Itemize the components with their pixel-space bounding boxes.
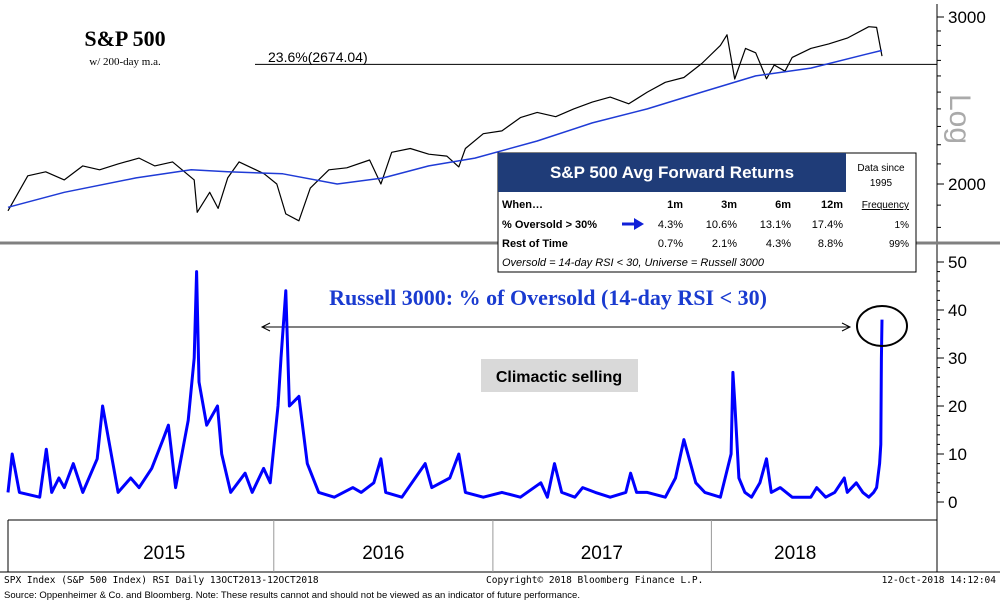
header-3m: 3m <box>721 199 737 211</box>
top-subtitle: w/ 200-day m.a. <box>89 56 161 68</box>
row-oversold-1m: 4.3% <box>658 219 683 231</box>
rsi-tick-label: 30 <box>948 349 967 368</box>
callout-box <box>481 359 638 392</box>
top-title: S&P 500 <box>84 26 165 51</box>
table-header-bg <box>498 153 846 192</box>
row-rest-1m: 0.7% <box>658 238 683 250</box>
header-when: When… <box>502 199 543 211</box>
returns-table: S&P 500 Avg Forward Returns Data since 1… <box>497 152 917 273</box>
row-rest-6m: 4.3% <box>766 238 791 250</box>
row-rest-frequency: 99% <box>889 239 909 250</box>
bottom-panel: 50 40 30 20 10 0 2015 2016 2017 2018 Russell 300… <box>6 253 967 572</box>
sp500-price-line <box>7 26 883 222</box>
rsi-tick-label: 0 <box>948 493 957 512</box>
header-12m: 12m <box>821 199 843 211</box>
log-axis-label: Log <box>943 94 976 144</box>
header-1m: 1m <box>667 199 683 211</box>
bloomberg-footer-left: SPX Index (S&P 500 Index) RSI Daily 13OC… <box>4 575 319 586</box>
spike-circle <box>856 305 908 347</box>
row-oversold-12m: 17.4% <box>812 219 843 231</box>
row-oversold-6m: 13.1% <box>760 219 791 231</box>
table-title: S&P 500 Avg Forward Returns <box>550 163 794 182</box>
rsi-title: Russell 3000: % of Oversold (14-day RSI … <box>329 285 767 310</box>
data-since-label: Data since <box>857 163 905 174</box>
row-oversold-label: % Oversold > 30% <box>502 219 597 231</box>
row-oversold-3m: 10.6% <box>706 219 737 231</box>
bloomberg-footer-right: 12-Oct-2018 14:12:04 <box>882 575 997 586</box>
row-rest-3m: 2.1% <box>712 238 737 250</box>
rsi-tick-label: 50 <box>948 253 967 272</box>
rsi-tick-label: 10 <box>948 445 967 464</box>
row-rest-12m: 8.8% <box>818 238 843 250</box>
year-label: 2016 <box>362 543 404 564</box>
fib-level-label: 23.6%(2674.04) <box>268 49 368 65</box>
top-tick-label: 3000 <box>948 8 986 27</box>
range-arrow <box>260 322 852 332</box>
bloomberg-footer-center: Copyright© 2018 Bloomberg Finance L.P. <box>486 575 703 586</box>
moving-average-line <box>7 49 883 209</box>
row-rest-label: Rest of Time <box>502 238 568 250</box>
table-footnote: Oversold = 14-day RSI < 30, Universe = R… <box>502 257 765 269</box>
data-since-year: 1995 <box>870 178 893 189</box>
rsi-tick-label: 40 <box>948 301 967 320</box>
year-label: 2017 <box>581 543 623 564</box>
header-6m: 6m <box>775 199 791 211</box>
top-panel: S&P 500 w/ 200-day m.a. 23.6%(2674.04) 3… <box>7 8 986 228</box>
year-label: 2015 <box>143 543 185 564</box>
rsi-oversold-line <box>6 270 884 499</box>
top-tick-label: 2000 <box>948 175 986 194</box>
rsi-tick-label: 20 <box>948 397 967 416</box>
source-note: Source: Oppenheimer & Co. and Bloomberg.… <box>4 590 580 601</box>
callout-label: Climactic selling <box>496 369 622 386</box>
arrow-right-icon <box>622 218 644 230</box>
header-frequency: Frequency <box>862 200 909 211</box>
year-label: 2018 <box>774 543 816 564</box>
row-oversold-frequency: 1% <box>895 220 910 231</box>
